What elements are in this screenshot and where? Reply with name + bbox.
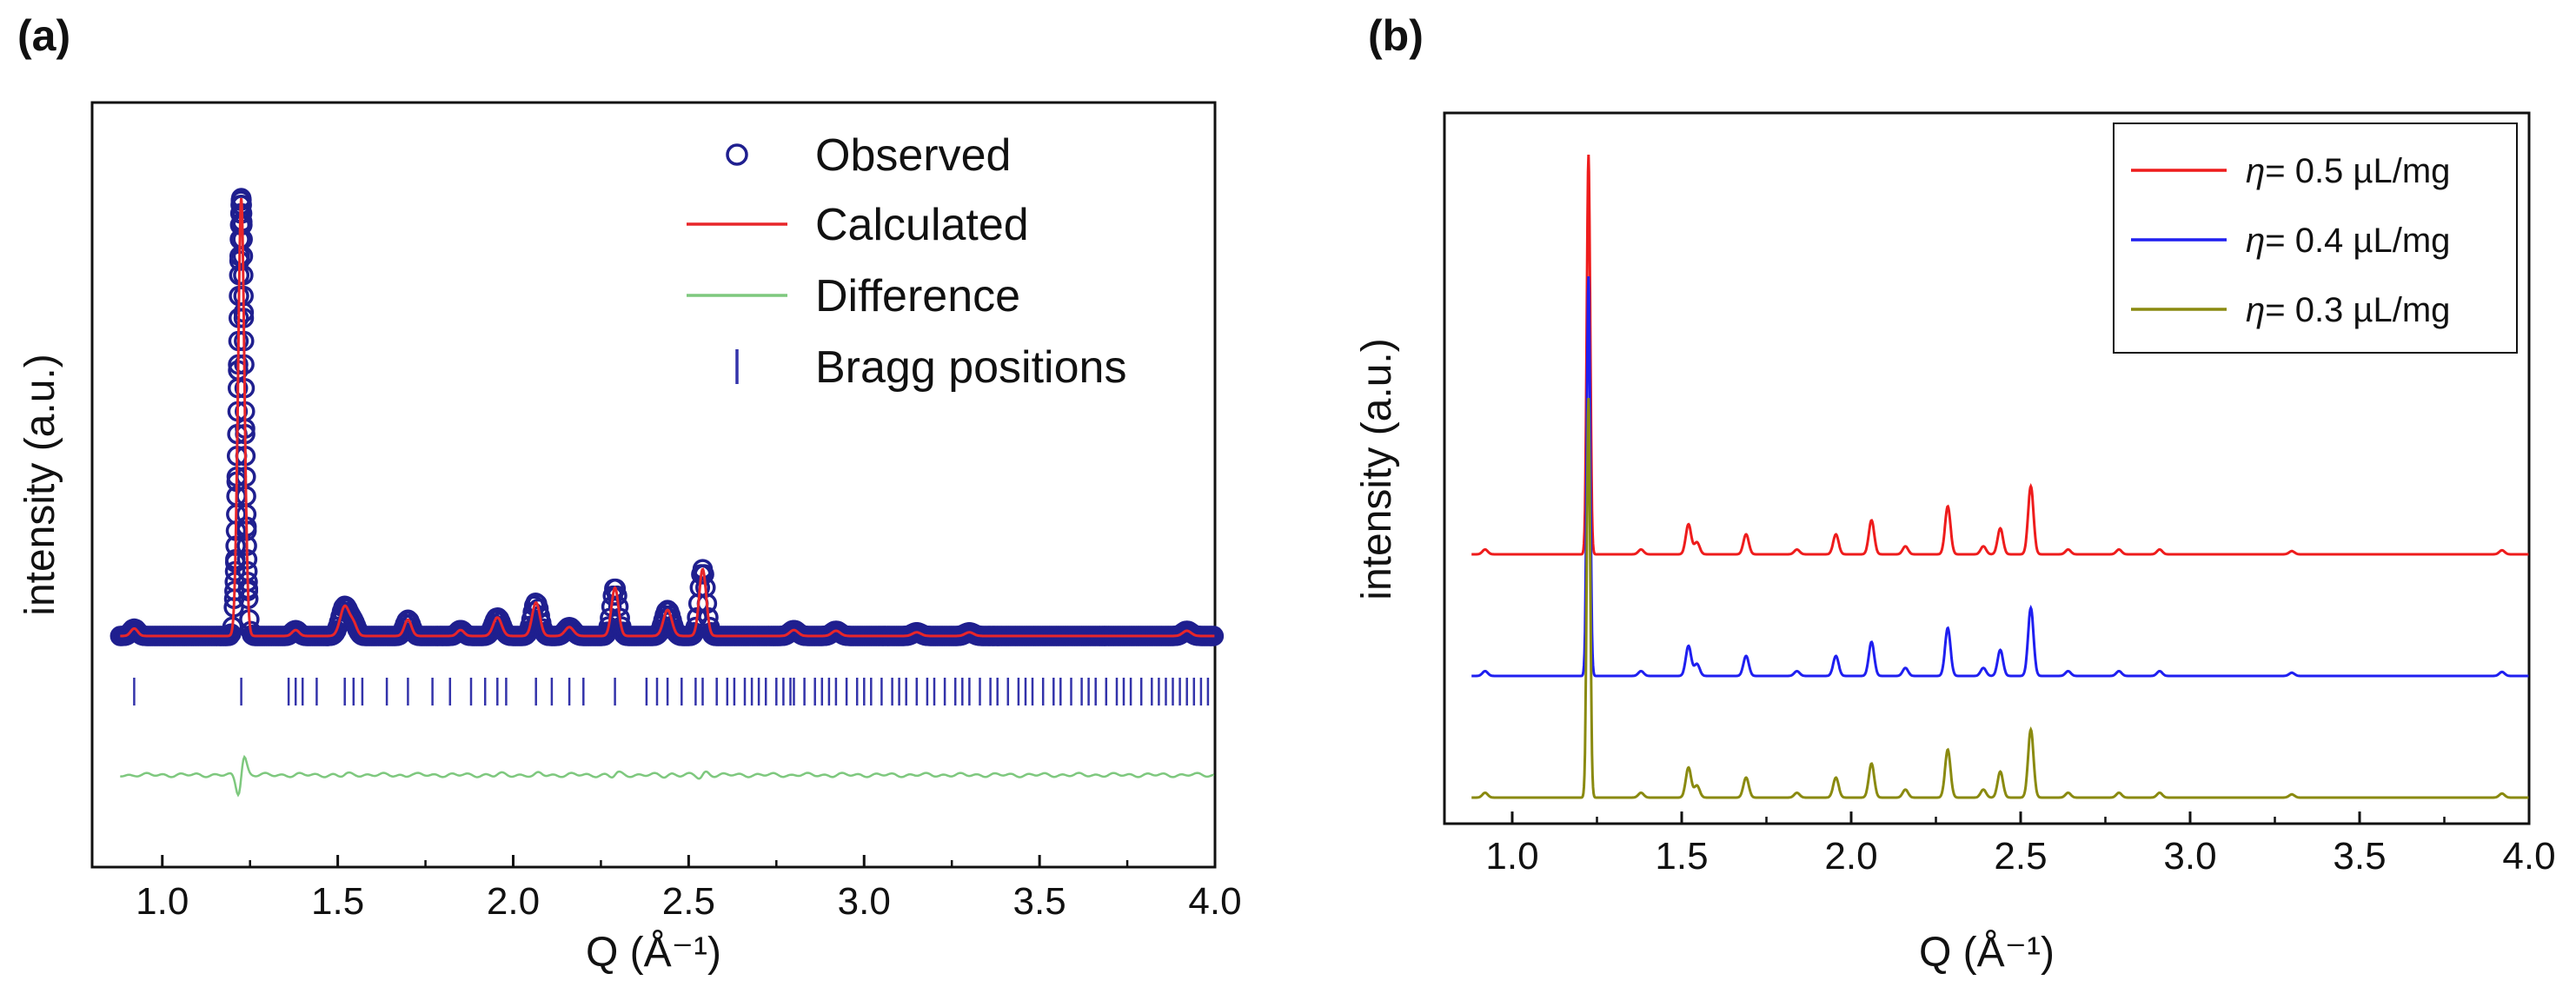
panel-b-x-axis-title: Q (Å⁻¹) <box>1919 930 2055 976</box>
x-tick-label: 3.5 <box>2333 835 2386 878</box>
legend-observed-marker <box>726 143 748 166</box>
panel-b-series-lines <box>1471 154 2529 799</box>
legend-eta-03-label: η= 0.3 µL/mg <box>2246 291 2450 329</box>
x-tick-label: 4.0 <box>1188 880 1241 923</box>
x-tick-label: 3.0 <box>2163 835 2216 878</box>
x-tick-label: 2.5 <box>662 880 715 923</box>
panel-a-label: (a) <box>17 11 70 60</box>
panel-a-legend: Observed Calculated Difference Bragg pos… <box>687 130 1126 393</box>
series-line <box>1471 154 2529 556</box>
panel-a-observed-series <box>110 188 1225 646</box>
legend-eta-04-label: η= 0.4 µL/mg <box>2246 222 2450 260</box>
panel-b-legend: η= 0.5 µL/mg η= 0.4 µL/mg η= 0.3 µL/mg <box>2113 123 2518 354</box>
legend-difference-label: Difference <box>815 271 1020 321</box>
x-tick-label: 1.0 <box>136 880 189 923</box>
x-tick-label: 3.5 <box>1013 880 1066 923</box>
series-line <box>1471 397 2529 799</box>
panel-b-x-ticks: 1.0 1.5 2.0 2.5 3.0 3.5 4.0 <box>1485 811 2556 878</box>
x-tick-label: 1.5 <box>311 880 364 923</box>
panel-b-y-axis-title: intensity (a.u.) <box>1354 338 1400 599</box>
x-tick-label: 1.5 <box>1655 835 1708 878</box>
x-tick-label: 2.5 <box>1994 835 2047 878</box>
series-line <box>1471 275 2529 678</box>
panel-a-x-ticks: 1.0 1.5 2.0 2.5 3.0 3.5 4.0 <box>136 855 1242 923</box>
panel-a-plot-frame <box>90 101 1217 869</box>
panel-a-bragg-ticks <box>133 678 1210 705</box>
panel-b: (b) 1.0 1.5 2.0 2.5 3.0 3.5 4.0 Q (Å⁻¹) intens… <box>1354 11 2556 976</box>
panel-a: (a) 1.0 1.5 2.0 2.5 3.0 3.5 4.0 Q (Å⁻¹) intens… <box>17 11 1242 976</box>
x-tick-label: 3.0 <box>838 880 891 923</box>
x-tick-label: 2.0 <box>487 880 540 923</box>
panel-b-plot-frame <box>1443 111 2531 825</box>
panel-a-calculated-line <box>120 197 1215 638</box>
legend-eta-05-label: η= 0.5 µL/mg <box>2246 152 2450 190</box>
panel-b-legend-box <box>2113 123 2518 354</box>
panel-b-label: (b) <box>1368 11 1424 60</box>
x-tick-label: 2.0 <box>1824 835 1877 878</box>
panel-a-difference-line <box>119 754 1215 798</box>
x-tick-label: 4.0 <box>2502 835 2555 878</box>
panel-a-y-axis-title: intensity (a.u.) <box>17 354 63 615</box>
legend-observed-label: Observed <box>815 130 1011 181</box>
panel-a-x-axis-title: Q (Å⁻¹) <box>586 930 721 976</box>
legend-calculated-label: Calculated <box>815 200 1029 250</box>
x-tick-label: 1.0 <box>1485 835 1538 878</box>
legend-bragg-label: Bragg positions <box>815 342 1126 393</box>
